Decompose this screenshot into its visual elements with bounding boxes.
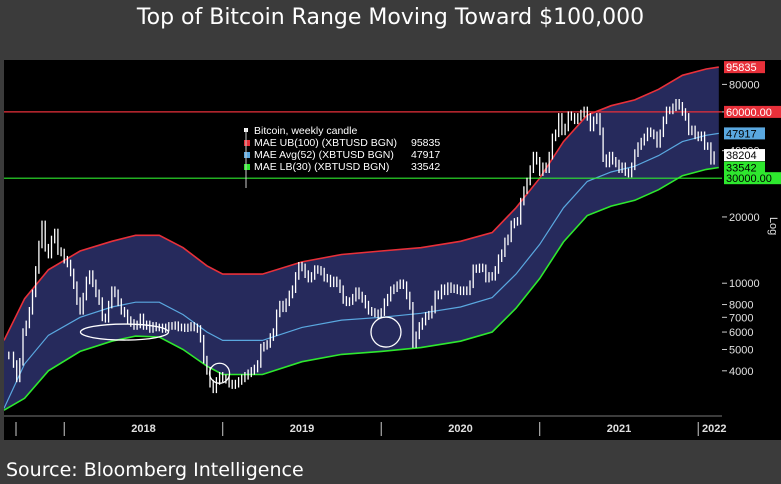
y-tick-label: 5000 bbox=[729, 344, 753, 356]
legend-swatch bbox=[244, 164, 250, 170]
bitcoin-mae-chart: 4000500060007000800010000200004000060000… bbox=[4, 60, 781, 440]
low-circle bbox=[208, 362, 231, 384]
legend-swatch bbox=[244, 152, 250, 158]
support-ellipse bbox=[79, 323, 170, 341]
x-tick-label: 2022 bbox=[702, 423, 726, 435]
tag-60000: 60000.00 bbox=[726, 107, 772, 119]
price-series bbox=[8, 99, 715, 394]
y-tick-label: 80000 bbox=[729, 79, 760, 91]
x-tick-label: 2018 bbox=[131, 423, 155, 435]
tag-38204: 38204 bbox=[726, 150, 757, 162]
tag-95835-bg bbox=[724, 61, 765, 74]
y-tick-label: 8000 bbox=[729, 300, 753, 312]
chart-area: 4000500060007000800010000200004000060000… bbox=[4, 60, 781, 440]
y-tick-label: 20000 bbox=[729, 212, 760, 224]
tag-33542-bg bbox=[724, 161, 765, 174]
y-tick-label: 6000 bbox=[729, 327, 753, 339]
y-tick-label: 4000 bbox=[729, 366, 753, 378]
source-note: Source: Bloomberg Intelligence bbox=[6, 459, 304, 481]
legend-label: MAE UB(100) (XBTUSD BGN) bbox=[254, 137, 397, 149]
tag-60000-bg bbox=[724, 105, 781, 118]
low-circle bbox=[370, 316, 402, 348]
horizontal-lines bbox=[4, 111, 722, 179]
tag-47917: 47917 bbox=[726, 128, 757, 140]
y-axis-label: Log bbox=[767, 217, 779, 235]
annotations bbox=[79, 316, 402, 384]
chart-title: Top of Bitcoin Range Moving Toward $100,… bbox=[136, 5, 645, 30]
tag-33542: 33542 bbox=[726, 163, 757, 175]
mae-band-fill bbox=[4, 67, 719, 411]
tag-47917-bg bbox=[724, 127, 765, 140]
legend-value: 47917 bbox=[411, 149, 440, 161]
legend-title: Bitcoin, weekly candle bbox=[254, 125, 357, 137]
x-tick-label: 2019 bbox=[290, 423, 314, 435]
legend-swatch bbox=[244, 140, 250, 146]
tag-38204-bg bbox=[724, 149, 765, 162]
tag-95835: 95835 bbox=[726, 62, 757, 74]
x-tick-label: 2020 bbox=[448, 423, 472, 435]
x-tick-label: 2021 bbox=[607, 423, 631, 435]
legend-value: 33542 bbox=[411, 161, 440, 173]
legend-value: 95835 bbox=[411, 137, 440, 149]
y-tick-label: 7000 bbox=[729, 312, 753, 324]
tag-30000-bg bbox=[724, 172, 781, 185]
legend-label: MAE Avg(52) (XBTUSD BGN) bbox=[254, 149, 394, 161]
y-tick-label: 10000 bbox=[729, 278, 760, 290]
mae-upper-band-line bbox=[4, 66, 719, 341]
tag-30000: 30000.00 bbox=[726, 173, 772, 185]
legend-label: MAE LB(30) (XBTUSD BGN) bbox=[254, 161, 389, 173]
